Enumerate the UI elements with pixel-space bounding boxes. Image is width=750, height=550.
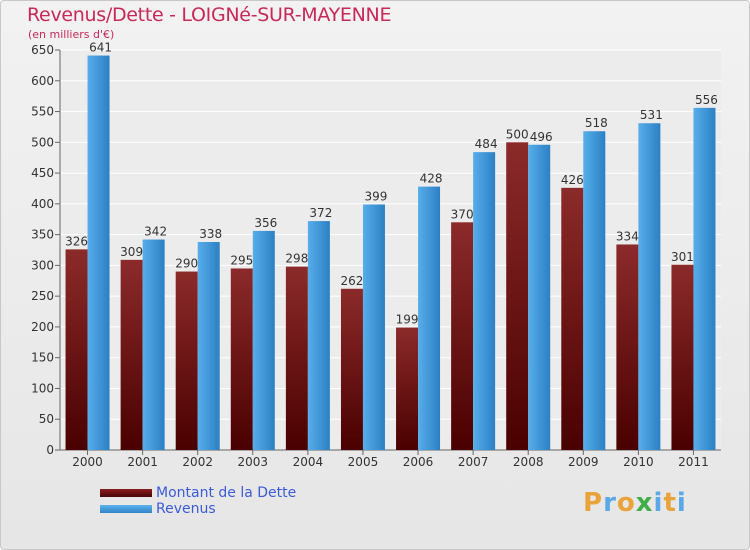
y-tick-label: 450 bbox=[31, 166, 54, 180]
x-tick-label: 2000 bbox=[72, 455, 103, 469]
data-label-dette-2010: 334 bbox=[616, 229, 639, 243]
bar-dette-2001 bbox=[120, 259, 143, 450]
data-label-revenus-2003: 356 bbox=[254, 216, 277, 230]
y-tick-label: 250 bbox=[31, 289, 54, 303]
data-label-revenus-2009: 518 bbox=[585, 116, 608, 130]
data-label-revenus-2011: 556 bbox=[695, 93, 718, 107]
data-label-revenus-2004: 372 bbox=[309, 206, 332, 220]
bar-dette-2004 bbox=[285, 266, 308, 450]
logo-letter: t bbox=[663, 488, 677, 518]
x-tick-label: 2006 bbox=[403, 455, 434, 469]
x-tick-label: 2007 bbox=[458, 455, 489, 469]
bar-revenus-2009 bbox=[583, 131, 606, 450]
y-tick-label: 200 bbox=[31, 320, 54, 334]
legend-swatch-dette bbox=[100, 489, 152, 497]
x-tick-label: 2004 bbox=[293, 455, 324, 469]
data-label-revenus-2005: 399 bbox=[365, 189, 388, 203]
data-label-dette-2004: 298 bbox=[285, 252, 308, 266]
bar-revenus-2000 bbox=[87, 55, 110, 451]
y-tick-label: 300 bbox=[31, 258, 54, 272]
bar-dette-2011 bbox=[671, 264, 694, 450]
bar-dette-2009 bbox=[561, 187, 584, 450]
data-label-revenus-2007: 484 bbox=[475, 137, 498, 151]
x-tick-label: 2010 bbox=[623, 455, 654, 469]
logo-letter: P bbox=[583, 488, 604, 518]
bar-dette-2008 bbox=[506, 142, 529, 451]
legend-label-revenus: Revenus bbox=[156, 501, 216, 517]
logo-letter: r bbox=[603, 488, 617, 518]
y-tick-label: 100 bbox=[31, 381, 54, 395]
data-label-revenus-2010: 531 bbox=[640, 108, 663, 122]
bar-dette-2002 bbox=[175, 271, 198, 450]
bar-revenus-2007 bbox=[473, 152, 496, 450]
data-label-dette-2003: 295 bbox=[230, 253, 253, 267]
bar-dette-2006 bbox=[396, 327, 419, 450]
bar-revenus-2004 bbox=[307, 221, 330, 450]
data-label-dette-2006: 199 bbox=[396, 313, 419, 327]
data-label-revenus-2002: 338 bbox=[199, 227, 222, 241]
bar-dette-2007 bbox=[451, 222, 474, 450]
y-tick-label: 350 bbox=[31, 228, 54, 242]
bar-dette-2000 bbox=[65, 249, 88, 450]
x-tick-label: 2002 bbox=[182, 455, 213, 469]
bar-revenus-2005 bbox=[362, 204, 385, 450]
x-tick-label: 2009 bbox=[568, 455, 599, 469]
bar-dette-2010 bbox=[616, 244, 639, 450]
plot-area bbox=[60, 50, 721, 450]
data-label-dette-2005: 262 bbox=[341, 274, 364, 288]
data-label-revenus-2006: 428 bbox=[420, 172, 443, 186]
y-tick-label: 400 bbox=[31, 197, 54, 211]
data-label-revenus-2001: 342 bbox=[144, 225, 167, 239]
y-tick-label: 50 bbox=[39, 412, 54, 426]
y-tick-label: 550 bbox=[31, 105, 54, 119]
bar-revenus-2006 bbox=[418, 186, 441, 450]
x-tick-label: 2005 bbox=[348, 455, 379, 469]
y-tick-label: 0 bbox=[46, 443, 54, 457]
data-label-dette-2002: 290 bbox=[175, 257, 198, 271]
data-label-revenus-2008: 496 bbox=[530, 130, 553, 144]
y-tick-label: 650 bbox=[31, 43, 54, 57]
logo-letter: i bbox=[653, 488, 664, 518]
y-tick-label: 600 bbox=[31, 74, 54, 88]
data-label-dette-2000: 326 bbox=[65, 234, 88, 248]
bar-dette-2005 bbox=[340, 288, 363, 450]
data-label-dette-2007: 370 bbox=[451, 207, 474, 221]
bar-dette-2003 bbox=[230, 268, 253, 450]
logo-letter: o bbox=[616, 488, 636, 518]
chart-subtitle: (en milliers d'€) bbox=[28, 28, 115, 41]
x-tick-label: 2011 bbox=[678, 455, 709, 469]
bar-revenus-2001 bbox=[142, 239, 165, 450]
data-label-dette-2008: 500 bbox=[506, 127, 529, 141]
proxiti-logo: Proxiti bbox=[583, 488, 687, 518]
bar-revenus-2008 bbox=[528, 144, 551, 450]
chart-title: Revenus/Dette - LOIGNé-SUR-MAYENNE bbox=[27, 4, 392, 26]
x-tick-label: 2001 bbox=[127, 455, 158, 469]
bar-revenus-2002 bbox=[197, 242, 220, 450]
legend-swatch-revenus bbox=[100, 505, 152, 513]
x-tick-label: 2003 bbox=[238, 455, 269, 469]
bar-revenus-2003 bbox=[252, 230, 275, 450]
y-tick-label: 500 bbox=[31, 135, 54, 149]
data-label-dette-2001: 309 bbox=[120, 245, 143, 259]
y-tick-label: 150 bbox=[31, 351, 54, 365]
x-tick-label: 2008 bbox=[513, 455, 544, 469]
bar-revenus-2010 bbox=[638, 123, 661, 450]
legend-label-dette: Montant de la Dette bbox=[156, 485, 297, 501]
bar-revenus-2011 bbox=[693, 107, 716, 450]
data-label-revenus-2000: 641 bbox=[89, 41, 112, 55]
data-label-dette-2011: 301 bbox=[671, 250, 694, 264]
data-label-dette-2009: 426 bbox=[561, 173, 584, 187]
logo-letter: i bbox=[676, 488, 687, 518]
logo-letter: x bbox=[635, 488, 654, 518]
